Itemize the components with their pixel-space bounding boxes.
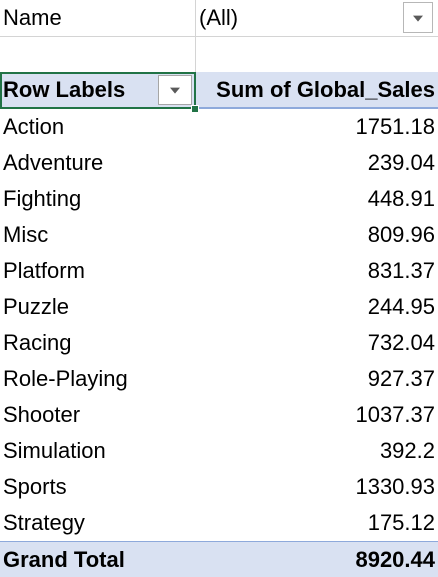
row-labels-header-text: Row Labels xyxy=(3,77,126,102)
pivot-row[interactable]: Simulation 392.2 xyxy=(0,433,438,469)
row-label: Adventure xyxy=(3,150,104,175)
row-label: Fighting xyxy=(3,186,82,211)
row-value: 239.04 xyxy=(367,150,435,175)
pivot-row[interactable]: Fighting 448.91 xyxy=(0,181,438,217)
pivot-row[interactable]: Sports 1330.93 xyxy=(0,469,438,505)
row-value: 392.2 xyxy=(379,438,435,463)
row-label: Strategy xyxy=(3,510,85,535)
pivot-row[interactable]: Shooter 1037.37 xyxy=(0,397,438,433)
pivot-row[interactable]: Misc 809.96 xyxy=(0,217,438,253)
filter-value[interactable]: (All) xyxy=(199,5,239,30)
report-filter-row: Name (All) xyxy=(0,0,438,37)
pivot-row[interactable]: Role-Playing 927.37 xyxy=(0,361,438,397)
row-value: 732.04 xyxy=(367,330,435,355)
row-value: 1330.93 xyxy=(355,474,435,499)
row-label: Puzzle xyxy=(3,294,70,319)
row-value: 809.96 xyxy=(367,222,435,247)
fill-handle[interactable] xyxy=(191,105,199,113)
row-labels-filter-button[interactable] xyxy=(158,75,192,105)
grand-total-row[interactable]: Grand Total 8920.44 xyxy=(0,541,438,577)
row-value: 831.37 xyxy=(367,258,435,283)
pivot-row[interactable]: Action 1751.18 xyxy=(0,109,438,145)
value-header-text: Sum of Global_Sales xyxy=(216,77,435,102)
row-value: 1037.37 xyxy=(355,402,435,427)
value-header[interactable]: Sum of Global_Sales xyxy=(196,72,438,109)
filter-dropdown-button[interactable] xyxy=(403,2,433,33)
row-label: Sports xyxy=(3,474,67,499)
dropdown-arrow-icon xyxy=(170,87,180,94)
gridline xyxy=(195,0,196,36)
row-value: 175.12 xyxy=(367,510,435,535)
pivot-row[interactable]: Platform 831.37 xyxy=(0,253,438,289)
gridline xyxy=(195,36,196,72)
pivot-row[interactable]: Strategy 175.12 xyxy=(0,505,438,541)
row-label: Racing xyxy=(3,330,72,355)
blank-row xyxy=(0,36,438,73)
pivot-row[interactable]: Adventure 239.04 xyxy=(0,145,438,181)
row-label: Misc xyxy=(3,222,49,247)
row-value: 448.91 xyxy=(367,186,435,211)
pivot-row[interactable]: Racing 732.04 xyxy=(0,325,438,361)
filter-field-label: Name xyxy=(3,5,62,30)
grand-total-value: 8920.44 xyxy=(355,547,435,572)
pivot-row[interactable]: Puzzle 244.95 xyxy=(0,289,438,325)
row-label: Role-Playing xyxy=(3,366,128,391)
row-value: 927.37 xyxy=(367,366,435,391)
row-value: 1751.18 xyxy=(355,114,435,139)
dropdown-arrow-icon xyxy=(413,15,423,22)
row-value: 244.95 xyxy=(367,294,435,319)
row-labels-header[interactable]: Row Labels xyxy=(0,72,196,109)
row-label: Action xyxy=(3,114,65,139)
row-label: Simulation xyxy=(3,438,106,463)
row-label: Shooter xyxy=(3,402,81,427)
row-label: Platform xyxy=(3,258,85,283)
grand-total-label: Grand Total xyxy=(3,547,125,572)
